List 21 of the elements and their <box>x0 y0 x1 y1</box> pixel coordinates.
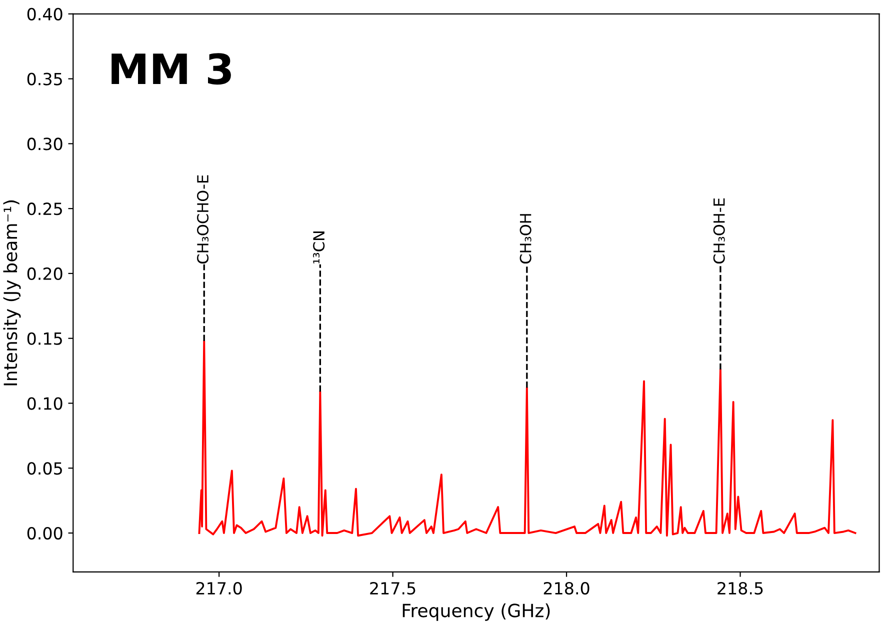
line-series <box>198 340 856 537</box>
y-axis-title: Intensity (Jy beam⁻¹) <box>3 200 21 386</box>
y-tick-label: 0.35 <box>27 72 62 86</box>
y-tick-label: 0.40 <box>27 8 62 20</box>
x-tick-label: 217.5 <box>370 582 416 595</box>
y-tick-label: 0.10 <box>27 397 62 410</box>
y-tick-label: 0.25 <box>27 202 62 216</box>
y-tick-label: 0.00 <box>27 526 62 540</box>
annotation: MM 3 <box>112 53 231 85</box>
annotation: CH₃OCHO-E <box>196 175 209 264</box>
y-tick-label: 0.20 <box>27 267 62 280</box>
annotation: CH₃OH-E <box>713 198 725 264</box>
y-tick-label: 0.05 <box>27 462 62 475</box>
x-axis-title: Frequency (GHz) <box>402 603 550 621</box>
annotation: ¹³CN <box>313 232 325 264</box>
x-tick-label: 218.5 <box>718 582 763 595</box>
x-tick-label: 217.0 <box>196 582 242 595</box>
annotation: CH₃OH <box>520 214 532 264</box>
y-tick-label: 0.15 <box>27 332 62 345</box>
y-tick-label: 0.30 <box>27 138 62 150</box>
x-tick-label: 218.0 <box>544 582 590 595</box>
